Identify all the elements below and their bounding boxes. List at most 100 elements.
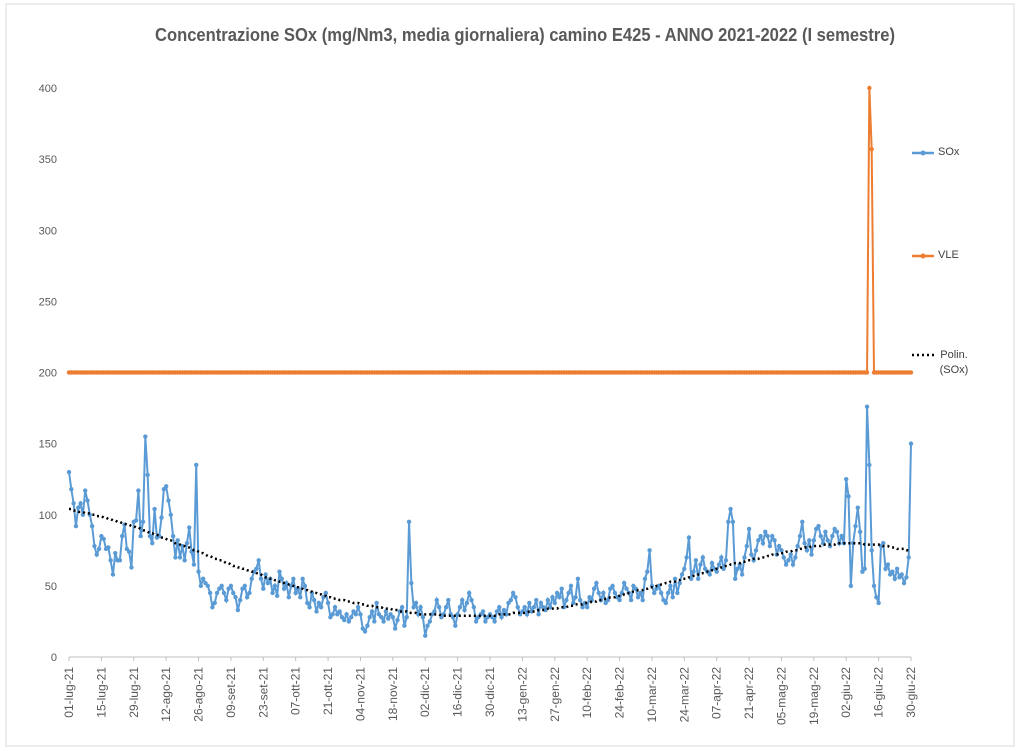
data-point bbox=[691, 569, 696, 574]
data-point bbox=[460, 597, 465, 603]
data-point bbox=[242, 583, 248, 589]
data-point bbox=[399, 605, 405, 610]
data-point bbox=[471, 605, 477, 610]
data-point bbox=[545, 597, 551, 603]
data-point bbox=[809, 552, 814, 557]
data-point bbox=[621, 580, 627, 586]
data-point bbox=[473, 619, 479, 624]
data-point bbox=[760, 541, 766, 546]
data-point bbox=[332, 605, 338, 610]
data-point bbox=[73, 523, 79, 529]
data-point bbox=[839, 533, 844, 539]
data-point bbox=[212, 600, 217, 606]
data-point bbox=[825, 538, 830, 543]
data-point bbox=[510, 590, 516, 596]
data-point bbox=[679, 572, 685, 577]
data-point bbox=[894, 566, 900, 572]
data-point bbox=[677, 580, 682, 586]
x-tick-label: 27-gen-22 bbox=[548, 667, 562, 722]
x-tick-label: 12-ago-21 bbox=[159, 667, 173, 722]
x-tick-label: 10-mar-22 bbox=[645, 667, 659, 723]
data-point bbox=[263, 572, 268, 577]
data-point bbox=[423, 633, 428, 638]
data-point bbox=[881, 541, 886, 546]
data-point bbox=[735, 566, 740, 572]
y-tick-label: 200 bbox=[39, 368, 57, 380]
data-point bbox=[293, 590, 298, 596]
data-point bbox=[695, 576, 701, 581]
data-point bbox=[876, 600, 881, 606]
data-point bbox=[709, 560, 715, 566]
x-tick-label: 29-lug-21 bbox=[127, 667, 141, 718]
data-point bbox=[194, 462, 199, 468]
data-point bbox=[638, 590, 643, 596]
data-point bbox=[497, 605, 502, 610]
y-tick-label: 350 bbox=[39, 154, 57, 166]
data-point bbox=[446, 597, 451, 603]
data-point bbox=[325, 600, 331, 606]
data-point bbox=[113, 550, 118, 556]
data-point bbox=[133, 518, 139, 523]
x-tick-label: 24-feb-22 bbox=[613, 667, 627, 719]
data-point bbox=[311, 597, 317, 603]
data-point bbox=[550, 595, 555, 600]
data-point bbox=[395, 617, 400, 623]
data-point bbox=[235, 607, 241, 613]
data-point bbox=[110, 572, 116, 577]
data-point bbox=[844, 476, 849, 482]
data-point bbox=[788, 552, 793, 557]
data-point bbox=[298, 595, 303, 600]
data-point bbox=[800, 519, 805, 525]
data-point bbox=[693, 558, 699, 563]
data-point bbox=[177, 555, 183, 560]
data-point bbox=[867, 462, 872, 468]
data-point bbox=[180, 543, 185, 549]
data-point bbox=[571, 600, 576, 606]
data-point bbox=[355, 605, 361, 610]
data-point bbox=[82, 488, 88, 493]
data-point bbox=[244, 595, 250, 600]
data-point bbox=[219, 583, 224, 589]
data-point bbox=[492, 619, 497, 624]
data-point bbox=[552, 600, 557, 606]
data-point bbox=[277, 569, 282, 574]
data-point bbox=[538, 600, 544, 606]
data-point bbox=[846, 494, 851, 499]
data-point bbox=[527, 600, 532, 606]
data-point bbox=[233, 595, 238, 600]
data-point bbox=[270, 590, 275, 596]
y-tick-label: 0 bbox=[51, 652, 57, 664]
data-point bbox=[136, 488, 141, 493]
data-point bbox=[286, 595, 291, 600]
data-point bbox=[559, 586, 564, 591]
data-point bbox=[274, 593, 280, 599]
data-point bbox=[675, 590, 680, 596]
data-point bbox=[406, 519, 412, 525]
x-tick-label: 23-set-21 bbox=[256, 667, 270, 718]
x-tick-label: 09-set-21 bbox=[224, 667, 238, 718]
data-point bbox=[281, 586, 287, 591]
data-point bbox=[249, 576, 254, 581]
data-point bbox=[228, 583, 234, 589]
data-point bbox=[323, 590, 328, 596]
data-point bbox=[490, 614, 495, 620]
chart-frame bbox=[5, 3, 1015, 747]
legend-label: Polin. (SOx) bbox=[939, 349, 969, 376]
data-point bbox=[908, 370, 914, 375]
data-point bbox=[302, 583, 308, 589]
data-point bbox=[143, 434, 148, 439]
data-point bbox=[790, 562, 796, 567]
data-point bbox=[256, 558, 261, 563]
data-point bbox=[892, 576, 898, 581]
data-point bbox=[665, 590, 671, 596]
data-point bbox=[173, 555, 178, 560]
data-point bbox=[358, 612, 363, 617]
data-point bbox=[402, 623, 407, 628]
y-tick-label: 100 bbox=[39, 510, 57, 522]
data-point bbox=[237, 597, 243, 603]
x-tick-label: 07-apr-22 bbox=[710, 667, 724, 719]
data-point bbox=[899, 572, 904, 577]
data-point bbox=[210, 605, 215, 610]
data-point bbox=[640, 597, 645, 603]
data-point bbox=[612, 590, 618, 596]
